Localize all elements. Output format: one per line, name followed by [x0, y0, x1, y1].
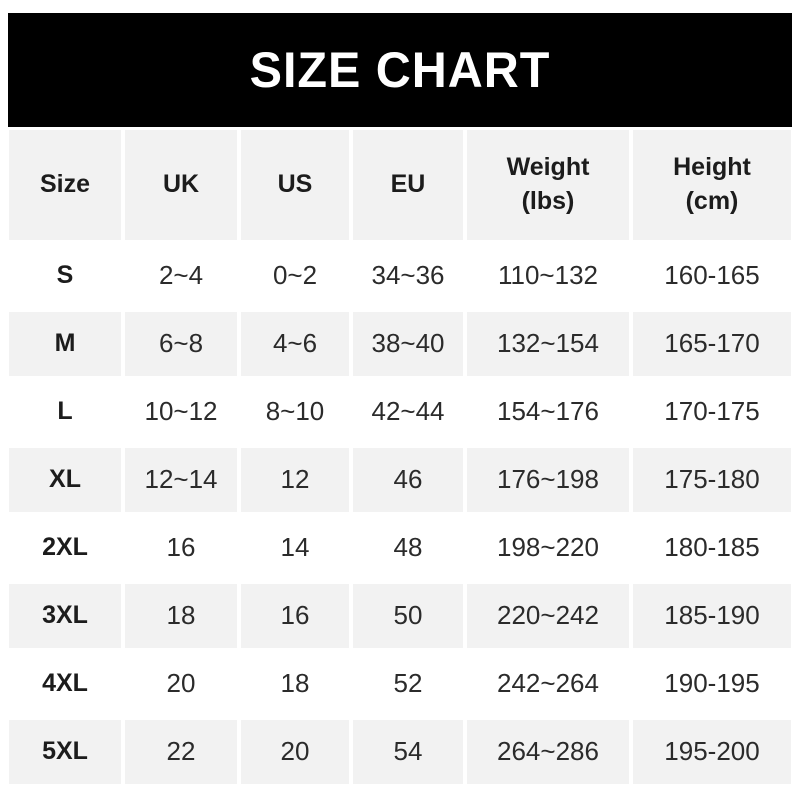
- weight-cell: 198~220: [467, 516, 629, 580]
- size-cell: S: [9, 244, 121, 308]
- height-cell: 190-195: [633, 652, 791, 716]
- size-cell: 5XL: [9, 720, 121, 784]
- us-cell: 18: [241, 652, 349, 716]
- header-cell-weight: Weight (lbs): [467, 130, 629, 240]
- header-cell-uk: UK: [125, 130, 237, 240]
- weight-cell: 154~176: [467, 380, 629, 444]
- height-cell: 185-190: [633, 584, 791, 648]
- height-cell: 175-180: [633, 448, 791, 512]
- weight-cell: 110~132: [467, 244, 629, 308]
- uk-cell: 18: [125, 584, 237, 648]
- uk-cell: 6~8: [125, 312, 237, 376]
- uk-cell: 10~12: [125, 380, 237, 444]
- us-cell: 4~6: [241, 312, 349, 376]
- eu-cell: 42~44: [353, 380, 463, 444]
- weight-cell: 220~242: [467, 584, 629, 648]
- eu-cell: 52: [353, 652, 463, 716]
- size-cell: 2XL: [9, 516, 121, 580]
- header-cell-us: US: [241, 130, 349, 240]
- us-cell: 20: [241, 720, 349, 784]
- size-chart-banner: SIZE CHART: [8, 13, 792, 127]
- size-chart-title: SIZE CHART: [249, 42, 551, 98]
- height-cell: 195-200: [633, 720, 791, 784]
- size-cell: 4XL: [9, 652, 121, 716]
- us-cell: 0~2: [241, 244, 349, 308]
- us-cell: 8~10: [241, 380, 349, 444]
- us-cell: 14: [241, 516, 349, 580]
- height-cell: 160-165: [633, 244, 791, 308]
- uk-cell: 2~4: [125, 244, 237, 308]
- eu-cell: 48: [353, 516, 463, 580]
- eu-cell: 38~40: [353, 312, 463, 376]
- eu-cell: 54: [353, 720, 463, 784]
- height-cell: 170-175: [633, 380, 791, 444]
- us-cell: 16: [241, 584, 349, 648]
- weight-cell: 242~264: [467, 652, 629, 716]
- uk-cell: 12~14: [125, 448, 237, 512]
- uk-cell: 16: [125, 516, 237, 580]
- height-cell: 165-170: [633, 312, 791, 376]
- header-cell-size: Size: [9, 130, 121, 240]
- size-cell: XL: [9, 448, 121, 512]
- weight-cell: 132~154: [467, 312, 629, 376]
- eu-cell: 50: [353, 584, 463, 648]
- uk-cell: 22: [125, 720, 237, 784]
- header-cell-eu: EU: [353, 130, 463, 240]
- size-cell: L: [9, 380, 121, 444]
- size-table: Size UK US EU Weight (lbs) Height (cm) S…: [9, 130, 791, 784]
- header-cell-height: Height (cm): [633, 130, 791, 240]
- uk-cell: 20: [125, 652, 237, 716]
- size-cell: 3XL: [9, 584, 121, 648]
- weight-cell: 264~286: [467, 720, 629, 784]
- eu-cell: 34~36: [353, 244, 463, 308]
- eu-cell: 46: [353, 448, 463, 512]
- weight-cell: 176~198: [467, 448, 629, 512]
- size-cell: M: [9, 312, 121, 376]
- height-cell: 180-185: [633, 516, 791, 580]
- us-cell: 12: [241, 448, 349, 512]
